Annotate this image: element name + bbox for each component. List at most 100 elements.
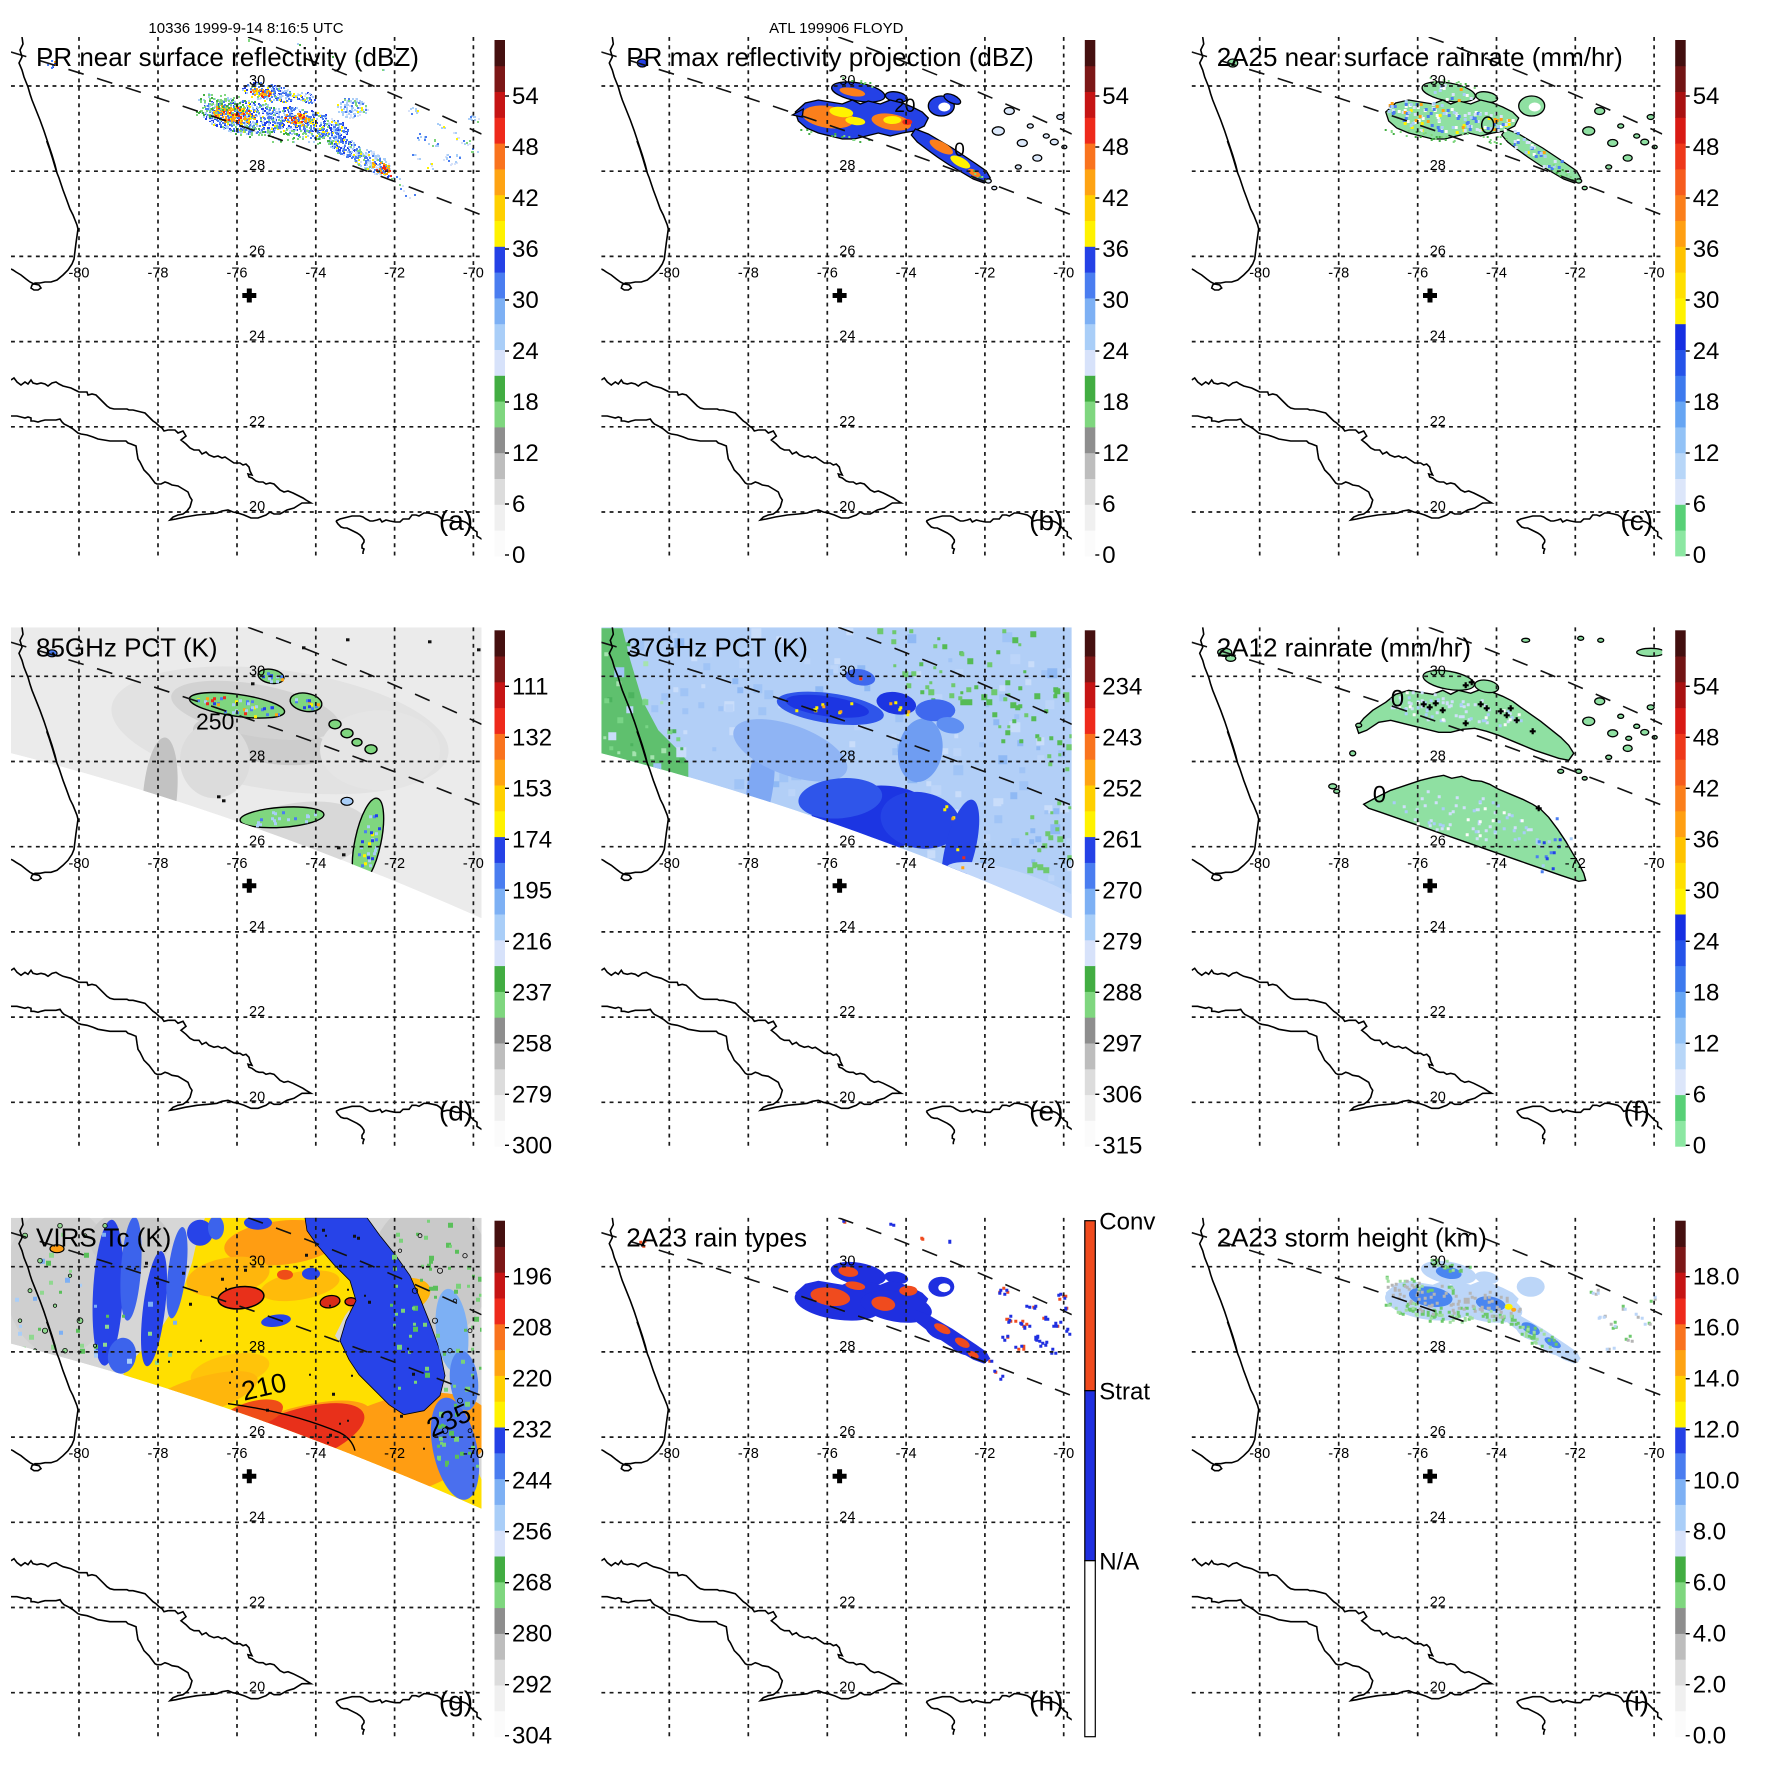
svg-text:-78: -78 — [738, 1446, 759, 1462]
svg-text:-70: -70 — [463, 1446, 484, 1462]
svg-text:30: 30 — [1693, 877, 1720, 904]
svg-text:14.0: 14.0 — [1693, 1366, 1740, 1393]
svg-text:-72: -72 — [1565, 856, 1586, 872]
svg-text:288: 288 — [1102, 979, 1142, 1006]
svg-text:6.0: 6.0 — [1693, 1570, 1726, 1597]
svg-text:24: 24 — [1430, 1509, 1446, 1525]
svg-text:36: 36 — [1693, 236, 1720, 263]
svg-text:24: 24 — [249, 919, 265, 935]
svg-text:85GHz PCT (K): 85GHz PCT (K) — [36, 632, 218, 662]
svg-text:20: 20 — [1430, 1089, 1446, 1105]
svg-text:30: 30 — [512, 287, 539, 314]
svg-text:-74: -74 — [305, 856, 326, 872]
svg-text:300: 300 — [512, 1132, 552, 1159]
svg-text:24: 24 — [839, 329, 855, 345]
svg-text:-78: -78 — [1328, 266, 1349, 282]
svg-text:258: 258 — [512, 1030, 552, 1057]
svg-text:20: 20 — [839, 1089, 855, 1105]
svg-text:42: 42 — [1693, 775, 1720, 802]
svg-text:-80: -80 — [659, 266, 680, 282]
svg-text:24: 24 — [1693, 338, 1720, 365]
svg-text:(g): (g) — [439, 1686, 473, 1717]
svg-text:-76: -76 — [227, 856, 248, 872]
svg-text:(h): (h) — [1029, 1686, 1063, 1717]
svg-text:-74: -74 — [305, 1446, 326, 1462]
svg-text:26: 26 — [249, 243, 265, 259]
svg-text:-76: -76 — [227, 266, 248, 282]
svg-text:30: 30 — [1102, 287, 1129, 314]
svg-text:2A25 near surface rainrate (mm: 2A25 near surface rainrate (mm/hr) — [1217, 42, 1623, 72]
svg-text:0: 0 — [1373, 781, 1386, 808]
svg-text:-76: -76 — [817, 266, 838, 282]
svg-text:268: 268 — [512, 1570, 552, 1597]
svg-text:36: 36 — [512, 236, 539, 263]
svg-text:304: 304 — [512, 1723, 552, 1750]
svg-text:28: 28 — [1430, 749, 1446, 765]
svg-text:30: 30 — [1430, 1254, 1446, 1270]
svg-text:-76: -76 — [817, 1446, 838, 1462]
svg-text:279: 279 — [512, 1081, 552, 1108]
svg-text:37GHz PCT (K): 37GHz PCT (K) — [626, 632, 808, 662]
svg-text:30: 30 — [1430, 663, 1446, 679]
svg-text:-72: -72 — [1565, 1446, 1586, 1462]
svg-text:153: 153 — [512, 775, 552, 802]
svg-text:250: 250 — [196, 708, 234, 734]
svg-text:20: 20 — [839, 1680, 855, 1696]
svg-text:22: 22 — [1430, 1595, 1446, 1611]
svg-text:297: 297 — [1102, 1030, 1142, 1057]
svg-text:28: 28 — [839, 158, 855, 174]
svg-text:VIRS Tc (K): VIRS Tc (K) — [36, 1223, 171, 1253]
svg-text:Conv: Conv — [1099, 1209, 1155, 1236]
svg-text:-80: -80 — [69, 1446, 90, 1462]
svg-text:-76: -76 — [1407, 856, 1428, 872]
svg-text:PR max reflectivity projection: PR max reflectivity projection (dBZ) — [626, 42, 1033, 72]
svg-text:30: 30 — [839, 663, 855, 679]
svg-text:(i): (i) — [1624, 1686, 1649, 1717]
svg-text:26: 26 — [1430, 243, 1446, 259]
svg-text:16.0: 16.0 — [1693, 1315, 1740, 1342]
svg-text:-78: -78 — [148, 266, 169, 282]
svg-text:30: 30 — [839, 1254, 855, 1270]
svg-text:111: 111 — [512, 673, 548, 700]
svg-text:22: 22 — [839, 1004, 855, 1020]
svg-text:30: 30 — [839, 73, 855, 89]
svg-text:10336 1999-9-14 8:16:5 UTC: 10336 1999-9-14 8:16:5 UTC — [148, 20, 343, 37]
svg-text:261: 261 — [1102, 826, 1142, 853]
svg-text:237: 237 — [512, 979, 552, 1006]
svg-text:(a): (a) — [439, 505, 473, 536]
svg-text:6: 6 — [512, 491, 525, 518]
svg-text:PR near surface reflectivity (: PR near surface reflectivity (dBZ) — [36, 42, 419, 72]
svg-text:12: 12 — [1693, 440, 1720, 467]
svg-text:20: 20 — [249, 499, 265, 515]
svg-text:8.0: 8.0 — [1693, 1519, 1726, 1546]
svg-text:18: 18 — [1693, 979, 1720, 1006]
svg-text:2.0: 2.0 — [1693, 1672, 1726, 1699]
svg-text:28: 28 — [249, 749, 265, 765]
svg-text:10.0: 10.0 — [1693, 1468, 1740, 1495]
svg-text:28: 28 — [839, 749, 855, 765]
svg-text:28: 28 — [839, 1339, 855, 1355]
svg-text:20: 20 — [1430, 499, 1446, 515]
svg-text:28: 28 — [1430, 158, 1446, 174]
svg-text:-72: -72 — [1565, 266, 1586, 282]
svg-text:232: 232 — [512, 1417, 552, 1444]
svg-text:-76: -76 — [1407, 266, 1428, 282]
svg-text:-72: -72 — [384, 856, 405, 872]
svg-text:42: 42 — [1693, 185, 1720, 212]
svg-text:28: 28 — [249, 1339, 265, 1355]
svg-text:26: 26 — [839, 243, 855, 259]
svg-text:24: 24 — [839, 1509, 855, 1525]
svg-text:12: 12 — [1693, 1030, 1720, 1057]
svg-text:22: 22 — [249, 414, 265, 430]
svg-text:30: 30 — [1693, 287, 1720, 314]
svg-text:-80: -80 — [69, 266, 90, 282]
svg-text:20: 20 — [1430, 1680, 1446, 1696]
svg-text:24: 24 — [249, 1509, 265, 1525]
svg-text:-74: -74 — [1486, 1446, 1507, 1462]
svg-text:234: 234 — [1102, 673, 1142, 700]
svg-text:256: 256 — [512, 1519, 552, 1546]
svg-text:20: 20 — [249, 1089, 265, 1105]
svg-text:(d): (d) — [439, 1095, 473, 1126]
svg-text:208: 208 — [512, 1315, 552, 1342]
svg-text:-74: -74 — [1486, 266, 1507, 282]
